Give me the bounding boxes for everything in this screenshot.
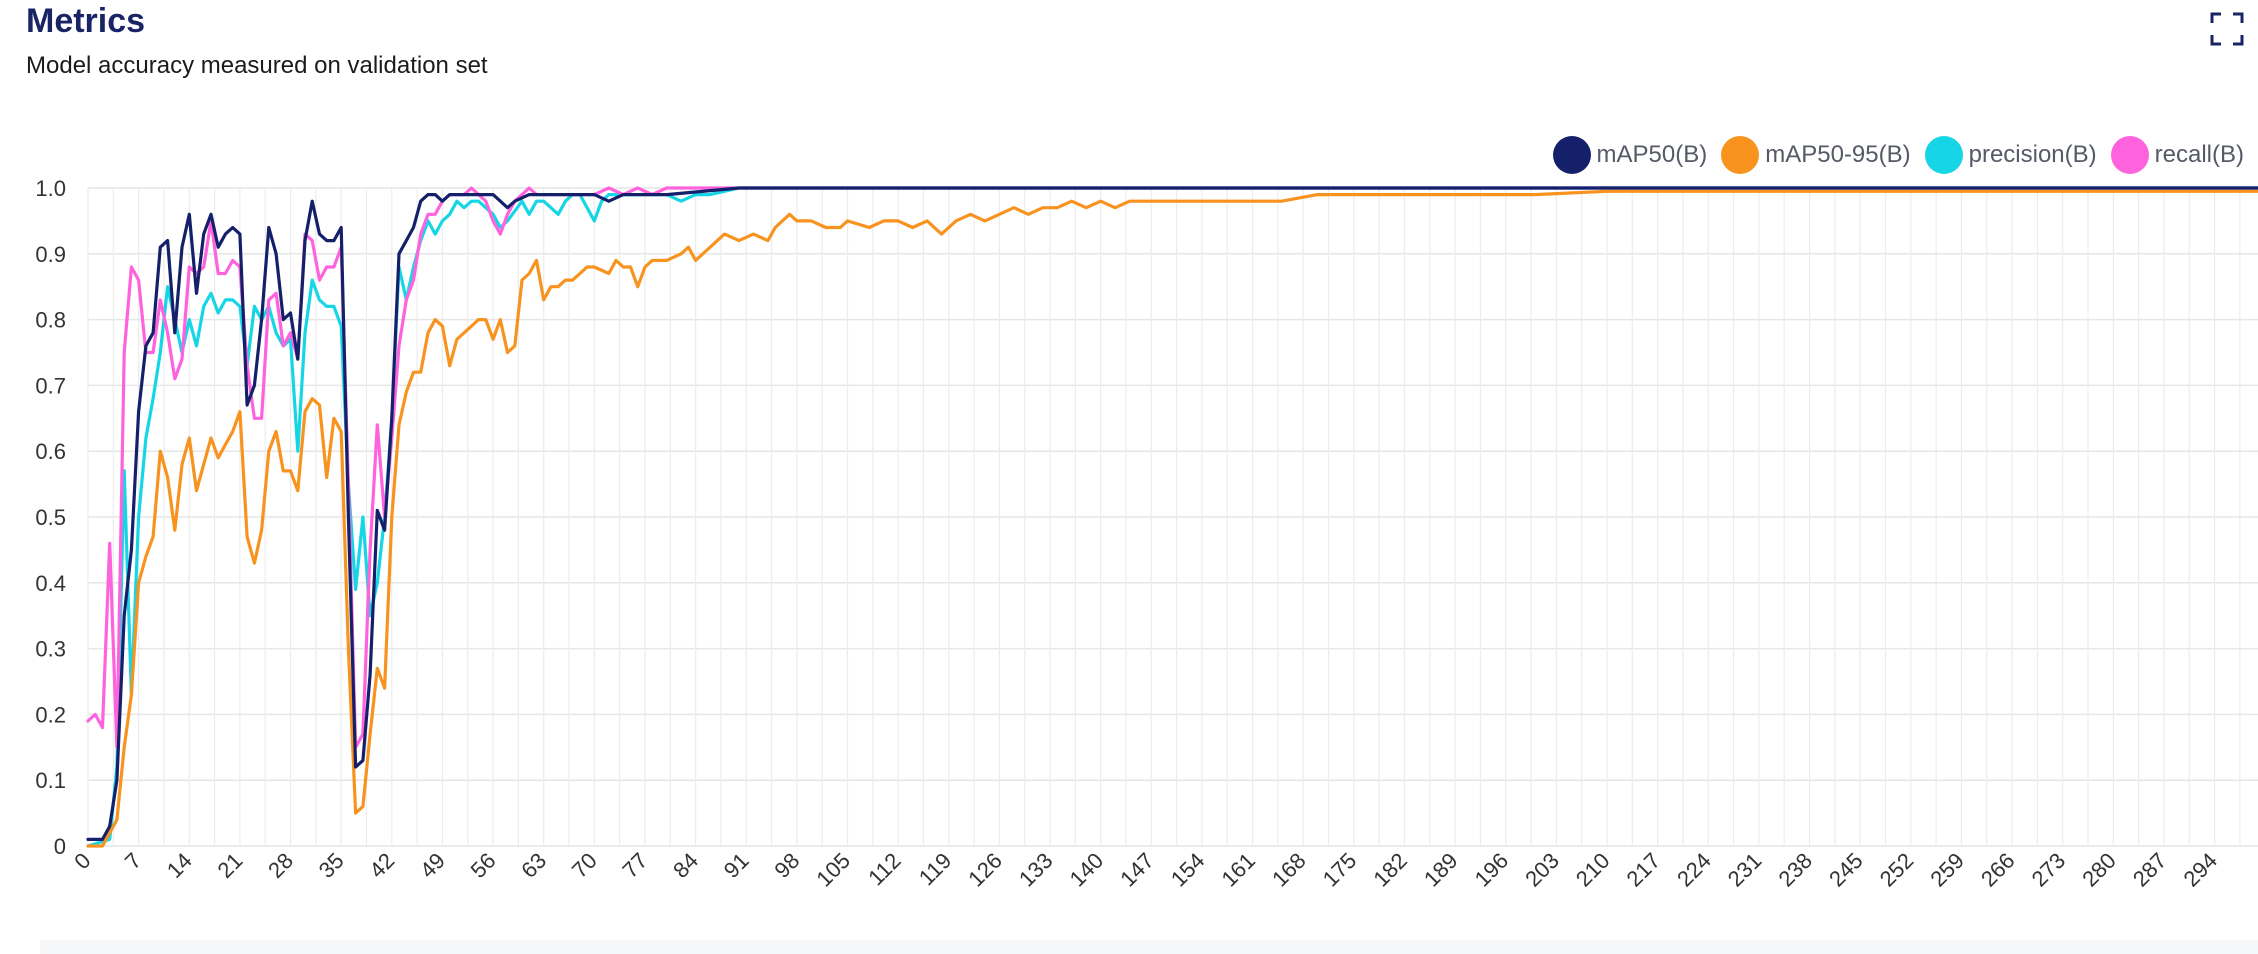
x-tick-label: 70 <box>567 848 602 883</box>
x-tick-label: 140 <box>1065 848 1109 892</box>
y-tick-label: 0.9 <box>35 242 66 267</box>
x-tick-label: 266 <box>1976 848 2020 892</box>
x-tick-label: 175 <box>1318 848 1362 892</box>
x-tick-label: 224 <box>1672 848 1716 892</box>
x-tick-label: 231 <box>1723 848 1767 892</box>
x-tick-label: 203 <box>1520 848 1564 892</box>
x-tick-label: 252 <box>1875 848 1919 892</box>
y-tick-label: 0.5 <box>35 505 66 530</box>
legend-label: recall(B) <box>2154 141 2244 168</box>
legend-swatch-icon <box>1721 136 1760 174</box>
legend-label: mAP50-95(B) <box>1765 141 1911 168</box>
y-tick-label: 0.4 <box>35 571 66 596</box>
x-tick-label: 42 <box>364 848 399 883</box>
x-tick-label: 28 <box>263 848 298 883</box>
x-tick-label: 63 <box>516 848 551 883</box>
x-tick-label: 133 <box>1014 848 1058 892</box>
x-tick-label: 56 <box>466 848 501 883</box>
x-tick-label: 21 <box>212 848 247 883</box>
y-tick-label: 0.6 <box>35 439 66 464</box>
legend-item[interactable]: precision(B) <box>1924 136 2097 174</box>
x-tick-label: 7 <box>120 848 146 874</box>
x-tick-label: 126 <box>963 848 1007 892</box>
x-tick-label: 259 <box>1925 848 1969 892</box>
y-tick-label: 0.8 <box>35 308 66 333</box>
x-tick-label: 49 <box>415 848 450 883</box>
x-tick-label: 77 <box>618 848 653 883</box>
y-tick-label: 0.2 <box>35 702 66 727</box>
legend-label: precision(B) <box>1968 141 2097 168</box>
series-line-map50-b- <box>86 186 2258 841</box>
chart-footer-strip <box>40 940 2258 954</box>
legend-item[interactable]: mAP50(B) <box>1552 136 1708 174</box>
grid <box>87 187 2258 847</box>
chart-subtitle: Model accuracy measured on validation se… <box>26 52 488 79</box>
x-tick-label: 210 <box>1571 848 1615 892</box>
x-tick-label: 35 <box>314 848 349 883</box>
x-tick-label: 112 <box>863 848 905 890</box>
x-tick-label: 238 <box>1773 848 1817 892</box>
x-tick-label: 91 <box>719 848 754 883</box>
x-tick-label: 168 <box>1267 848 1311 892</box>
x-tick-label: 280 <box>2077 848 2121 892</box>
x-tick-label: 119 <box>914 848 956 890</box>
x-tick-label: 182 <box>1368 848 1412 892</box>
x-tick-label: 189 <box>1419 848 1463 892</box>
x-tick-label: 0 <box>69 848 95 874</box>
x-tick-label: 154 <box>1166 848 1210 892</box>
x-tick-label: 196 <box>1470 848 1514 892</box>
legend-label: mAP50(B) <box>1596 141 1708 168</box>
x-tick-label: 98 <box>769 848 804 883</box>
series-line-map50-95-b- <box>86 189 2258 848</box>
x-tick-label: 245 <box>1824 848 1868 892</box>
x-tick-label: 161 <box>1216 848 1260 892</box>
x-tick-label: 273 <box>2027 848 2071 892</box>
y-tick-label: 0 <box>54 834 66 859</box>
legend-swatch-icon <box>1924 136 1963 174</box>
x-tick-label: 105 <box>811 848 855 892</box>
legend-swatch-icon <box>1552 136 1591 174</box>
x-tick-label: 287 <box>2128 848 2172 892</box>
chart-title: Metrics <box>26 2 146 40</box>
legend-item[interactable]: mAP50-95(B) <box>1721 136 1911 174</box>
x-tick-label: 294 <box>2178 848 2222 892</box>
x-tick-label: 147 <box>1115 848 1159 892</box>
y-tick-label: 0.7 <box>35 373 66 398</box>
series-line-recall-b- <box>86 186 2258 749</box>
legend-item[interactable]: recall(B) <box>2110 136 2244 174</box>
fullscreen-expand-icon[interactable] <box>2210 12 2244 46</box>
y-tick-label: 0.3 <box>35 637 66 662</box>
chart-legend: mAP50(B) mAP50-95(B) precision(B) recall(B) <box>1552 136 2244 174</box>
x-tick-label: 14 <box>162 848 197 883</box>
legend-swatch-icon <box>2110 136 2149 174</box>
x-tick-label: 84 <box>668 848 703 883</box>
x-tick-label: 217 <box>1622 848 1666 892</box>
y-tick-label: 0.1 <box>35 768 66 793</box>
y-tick-label: 1.0 <box>35 176 66 201</box>
